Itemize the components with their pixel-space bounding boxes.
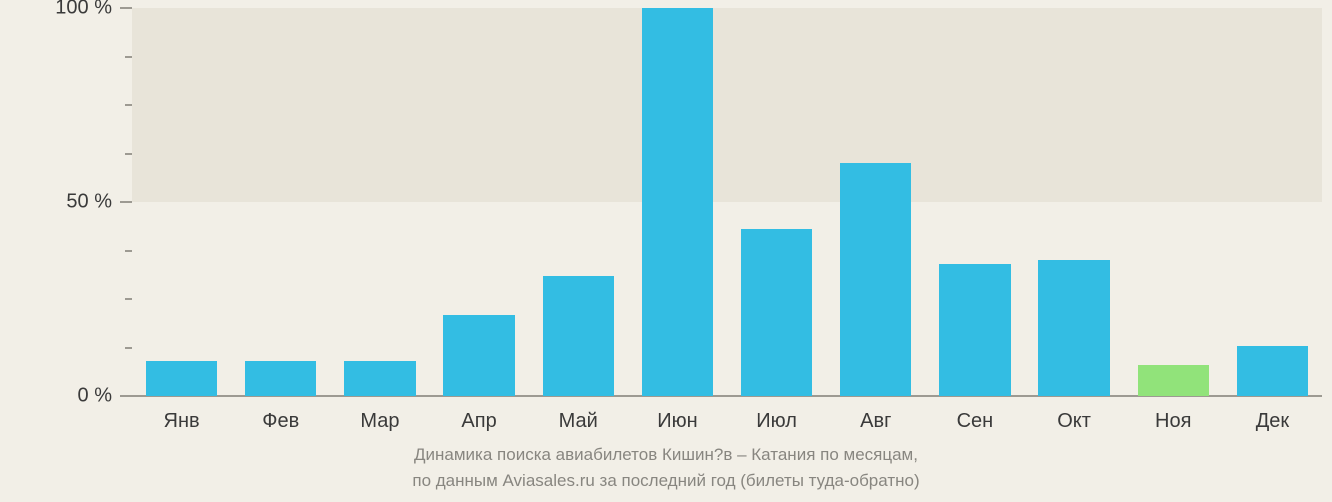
bar — [245, 361, 316, 396]
x-tick-label: Май — [559, 396, 598, 433]
bar — [939, 264, 1010, 396]
y-minor-tick — [125, 347, 132, 349]
bar — [642, 8, 713, 396]
x-tick-label: Сен — [957, 396, 994, 433]
bar — [443, 315, 514, 396]
price-dynamics-chart: 0 % 50 % 100 % Янв Фев Мар Апр Май Июн Июл Авг Сен О… — [0, 0, 1332, 502]
x-tick-label: Мар — [360, 396, 399, 433]
x-tick-label: Авг — [860, 396, 891, 433]
bar — [344, 361, 415, 396]
x-tick-label: Июл — [756, 396, 797, 433]
bar — [1138, 365, 1209, 396]
y-minor-tick — [125, 153, 132, 155]
caption-line-1: Динамика поиска авиабилетов Кишин?в – Ка… — [414, 445, 918, 464]
bar — [741, 229, 812, 396]
bar — [840, 163, 911, 396]
y-tick-label: 0 % — [78, 385, 132, 408]
y-tick-label: 100 % — [55, 0, 132, 20]
grid-band — [132, 8, 1322, 202]
bar — [543, 276, 614, 396]
y-minor-tick — [125, 56, 132, 58]
x-tick-label: Дек — [1256, 396, 1289, 433]
chart-caption: Динамика поиска авиабилетов Кишин?в – Ка… — [0, 442, 1332, 493]
x-tick-label: Июн — [657, 396, 697, 433]
y-tick-label: 50 % — [66, 191, 132, 214]
x-tick-label: Ноя — [1155, 396, 1191, 433]
caption-line-2: по данным Aviasales.ru за последний год … — [412, 471, 919, 490]
plot-area: 0 %50 %100 %ЯнвФевМарАпрМайИюнИюлАвгСенО… — [132, 8, 1322, 396]
y-minor-tick — [125, 250, 132, 252]
bar — [146, 361, 217, 396]
x-tick-label: Апр — [461, 396, 496, 433]
y-minor-tick — [125, 298, 132, 300]
bar — [1237, 346, 1308, 396]
x-tick-label: Окт — [1057, 396, 1091, 433]
x-tick-label: Фев — [262, 396, 299, 433]
y-minor-tick — [125, 104, 132, 106]
x-tick-label: Янв — [164, 396, 200, 433]
bar — [1038, 260, 1109, 396]
